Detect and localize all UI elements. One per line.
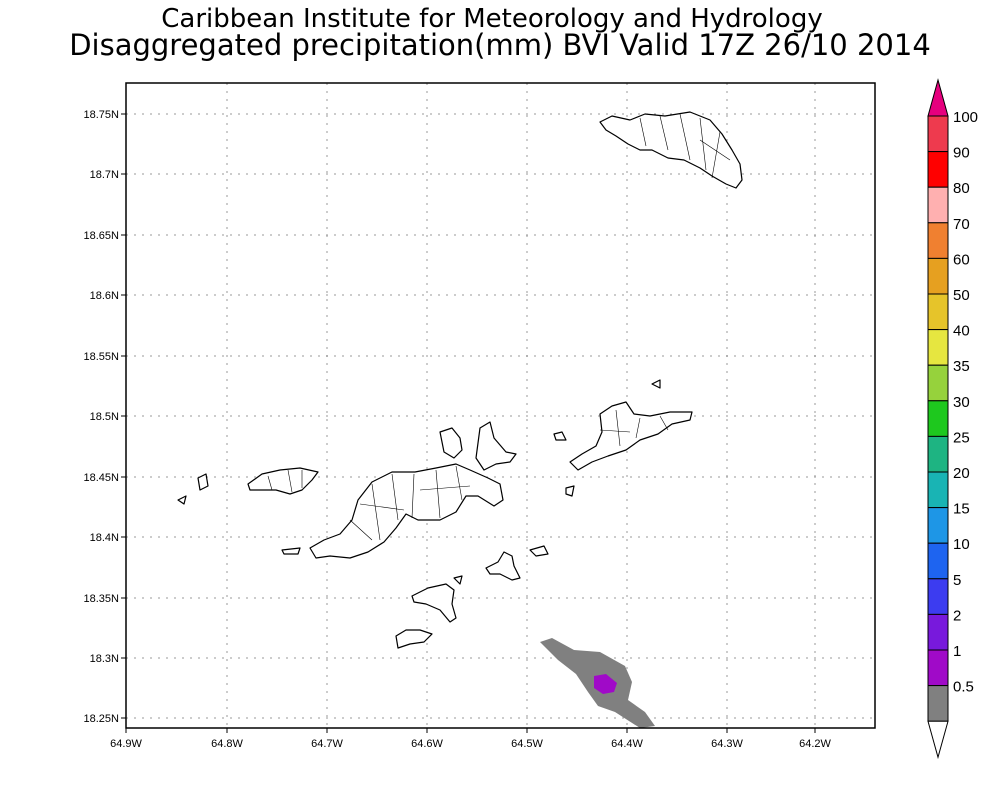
colorbar-segment [927,257,949,295]
colorbar-segment [927,222,949,259]
colorbar-top-arrow [927,78,949,117]
colorbar-segment [927,507,949,544]
island-mid-1 [553,431,567,441]
colorbar-label: 5 [953,572,961,589]
y-tick-label: 18.6N [90,290,119,302]
colorbar-label: 70 [953,216,970,233]
island-mid-3 [485,551,521,581]
precip-area-core [594,674,617,694]
colorbar-label: 10 [953,536,970,553]
island-west-small-2 [177,495,187,505]
island-mid-2 [529,545,549,557]
y-tick-label: 18.3N [90,653,119,665]
colorbar-segment [927,685,949,722]
x-tick-label: 64.7W [311,738,343,750]
colorbar-segment [927,471,949,509]
colorbar-segment [927,542,949,580]
colorbar: 100 90 80 70 60 50 40 35 30 25 20 15 10 5 2 1 0.5 [927,78,978,760]
y-tick-label: 18.75N [84,109,120,121]
colorbar-label: 50 [953,287,970,304]
y-tick-label: 18.35N [84,593,120,605]
colorbar-label: 1 [953,643,961,660]
y-tick-label: 18.7N [90,169,119,181]
colorbar-label: 60 [953,251,970,268]
y-tick-label: 18.4N [90,532,119,544]
x-tick-label: 64.8W [211,738,243,750]
island-west-small-3 [281,547,301,555]
colorbar-label: 15 [953,501,970,518]
island-vg-north [651,379,661,389]
x-axis: 64.9W 64.8W 64.7W 64.6W 64.5W 64.4W 64.3W 64.2W [110,728,832,750]
island-small-se [453,575,463,585]
x-tick-label: 64.4W [611,738,643,750]
parcel-boundaries [267,113,731,541]
colorbar-bottom-arrow [927,720,949,760]
map-border [125,82,876,729]
gridlines [126,83,875,728]
colorbar-segment [927,293,949,331]
map-frame [125,82,876,729]
island-norman [395,629,433,649]
island-jost-van-dyke [247,467,319,495]
x-tick-label: 64.3W [711,738,743,750]
colorbar-segment [927,364,949,402]
y-tick-label: 18.25N [84,713,120,725]
y-axis: 18.75N 18.7N 18.65N 18.6N 18.55N 18.5N 18.45N 1… [84,109,126,725]
island-west-small-1 [197,473,209,491]
colorbar-segment [927,578,949,615]
x-tick-label: 64.5W [511,738,543,750]
colorbar-label: 25 [953,429,970,446]
colorbar-label: 20 [953,465,970,482]
title-line-1: Caribbean Institute for Meteorology and … [161,4,822,34]
colorbar-label: 90 [953,145,970,162]
colorbar-label: 80 [953,180,970,197]
colorbar-segment [927,115,949,153]
colorbar-label: 0.5 [953,679,974,696]
colorbar-label: 40 [953,323,970,340]
island-vg-south [565,485,575,497]
colorbar-segment [927,186,949,224]
colorbar-segment [927,400,949,437]
colorbar-segment [927,151,949,188]
y-tick-label: 18.5N [90,411,119,423]
colorbar-segment [927,435,949,473]
y-tick-label: 18.55N [84,351,120,363]
precipitation-shading [540,638,655,728]
x-tick-label: 64.2W [799,738,831,750]
island-guana [439,427,463,459]
colorbar-segment [927,329,949,366]
x-tick-label: 64.9W [110,738,142,750]
colorbar-label: 100 [953,109,978,126]
colorbar-label: 30 [953,394,970,411]
colorbar-segment [927,613,949,651]
island-anegada [599,111,743,189]
colorbar-label: 2 [953,607,961,624]
y-tick-label: 18.65N [84,230,120,242]
colorbar-label: 35 [953,358,970,375]
island-peter [411,583,457,623]
colorbar-segment [927,649,949,687]
y-tick-label: 18.45N [84,472,120,484]
title-line-2: Disaggregated precipitation(mm) BVI Vali… [69,28,931,62]
island-camanoe [475,421,517,471]
x-tick-label: 64.6W [411,738,443,750]
